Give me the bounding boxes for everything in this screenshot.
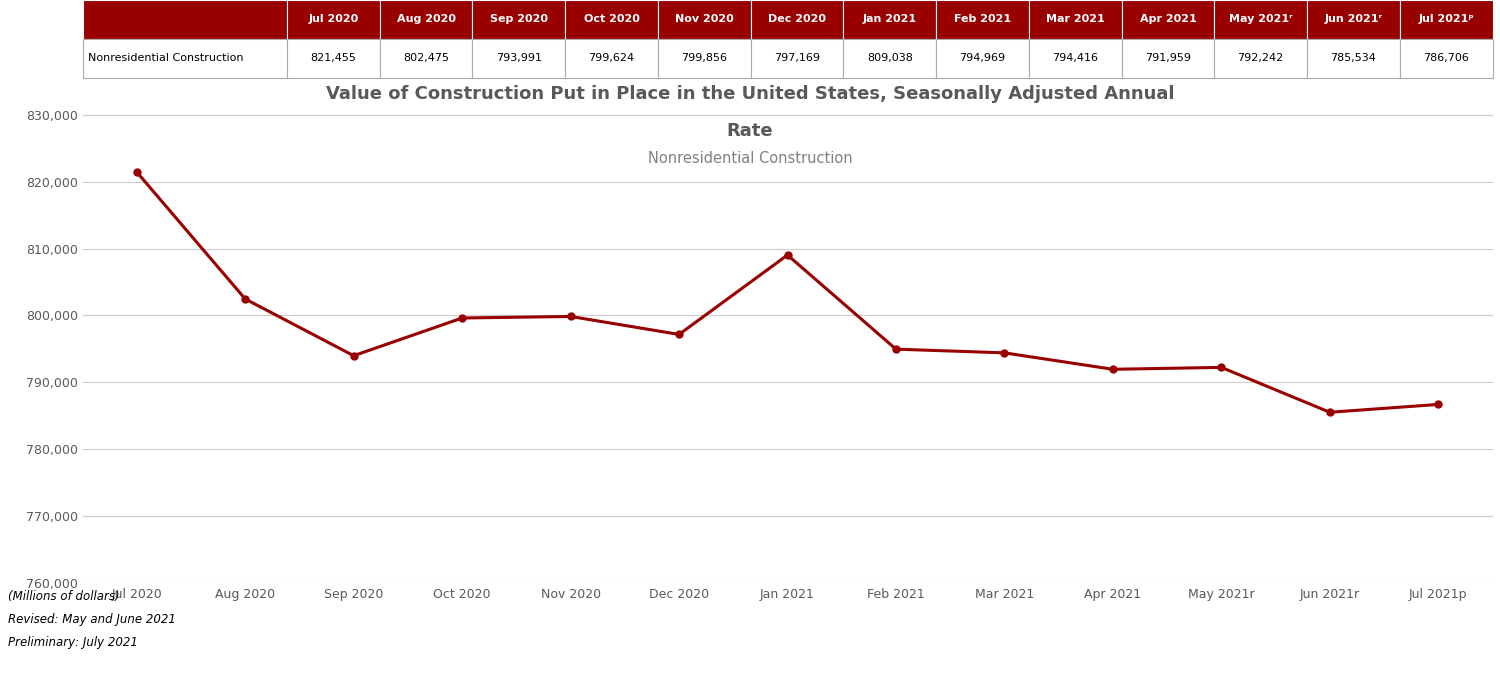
- Bar: [843, 39, 936, 78]
- Text: Rate: Rate: [726, 122, 774, 140]
- Bar: [1215, 39, 1306, 78]
- Text: 791,959: 791,959: [1144, 54, 1191, 64]
- Bar: [380, 0, 472, 39]
- Text: 809,038: 809,038: [867, 54, 912, 64]
- Text: Preliminary: July 2021: Preliminary: July 2021: [8, 636, 138, 649]
- Text: Oct 2020: Oct 2020: [584, 14, 639, 24]
- Bar: [843, 0, 936, 39]
- Text: Jul 2021ᵖ: Jul 2021ᵖ: [1419, 14, 1474, 24]
- Bar: [472, 39, 566, 78]
- Text: 799,856: 799,856: [681, 54, 728, 64]
- Bar: [566, 0, 658, 39]
- Text: Jul 2020: Jul 2020: [308, 14, 358, 24]
- Bar: [936, 39, 1029, 78]
- Bar: [750, 39, 843, 78]
- Bar: [286, 0, 380, 39]
- Text: Nonresidential Construction: Nonresidential Construction: [648, 151, 852, 166]
- Text: (Millions of dollars): (Millions of dollars): [8, 590, 118, 603]
- Bar: [82, 0, 286, 39]
- Text: 793,991: 793,991: [496, 54, 542, 64]
- Text: Sep 2020: Sep 2020: [490, 14, 548, 24]
- Text: 792,242: 792,242: [1238, 54, 1284, 64]
- Text: 797,169: 797,169: [774, 54, 820, 64]
- Text: Jun 2021ʳ: Jun 2021ʳ: [1324, 14, 1383, 24]
- Bar: [658, 39, 750, 78]
- Bar: [1029, 0, 1122, 39]
- Text: Dec 2020: Dec 2020: [768, 14, 826, 24]
- Text: Jan 2021: Jan 2021: [862, 14, 916, 24]
- Bar: [1029, 39, 1122, 78]
- Bar: [1122, 0, 1215, 39]
- Text: Feb 2021: Feb 2021: [954, 14, 1011, 24]
- Bar: [1400, 39, 1492, 78]
- Text: Revised: May and June 2021: Revised: May and June 2021: [8, 613, 176, 626]
- Text: 802,475: 802,475: [404, 54, 448, 64]
- Text: 821,455: 821,455: [310, 54, 357, 64]
- Text: May 2021ʳ: May 2021ʳ: [1228, 14, 1293, 24]
- Bar: [566, 39, 658, 78]
- Bar: [1215, 0, 1306, 39]
- Text: Value of Construction Put in Place in the United States, Seasonally Adjusted Ann: Value of Construction Put in Place in th…: [326, 85, 1174, 103]
- Bar: [1306, 39, 1400, 78]
- Text: Apr 2021: Apr 2021: [1140, 14, 1197, 24]
- Bar: [936, 0, 1029, 39]
- Text: Nonresidential Construction: Nonresidential Construction: [88, 54, 243, 64]
- Bar: [286, 39, 380, 78]
- Bar: [380, 39, 472, 78]
- Bar: [1306, 0, 1400, 39]
- Text: 794,969: 794,969: [960, 54, 1005, 64]
- Bar: [658, 0, 750, 39]
- Bar: [1122, 39, 1215, 78]
- Text: Aug 2020: Aug 2020: [396, 14, 456, 24]
- Text: 799,624: 799,624: [588, 54, 634, 64]
- Text: 786,706: 786,706: [1424, 54, 1468, 64]
- Bar: [750, 0, 843, 39]
- Bar: [82, 39, 286, 78]
- Bar: [472, 0, 566, 39]
- Text: 785,534: 785,534: [1330, 54, 1377, 64]
- Text: Mar 2021: Mar 2021: [1046, 14, 1104, 24]
- Text: 794,416: 794,416: [1052, 54, 1098, 64]
- Text: Nov 2020: Nov 2020: [675, 14, 734, 24]
- Bar: [1400, 0, 1492, 39]
